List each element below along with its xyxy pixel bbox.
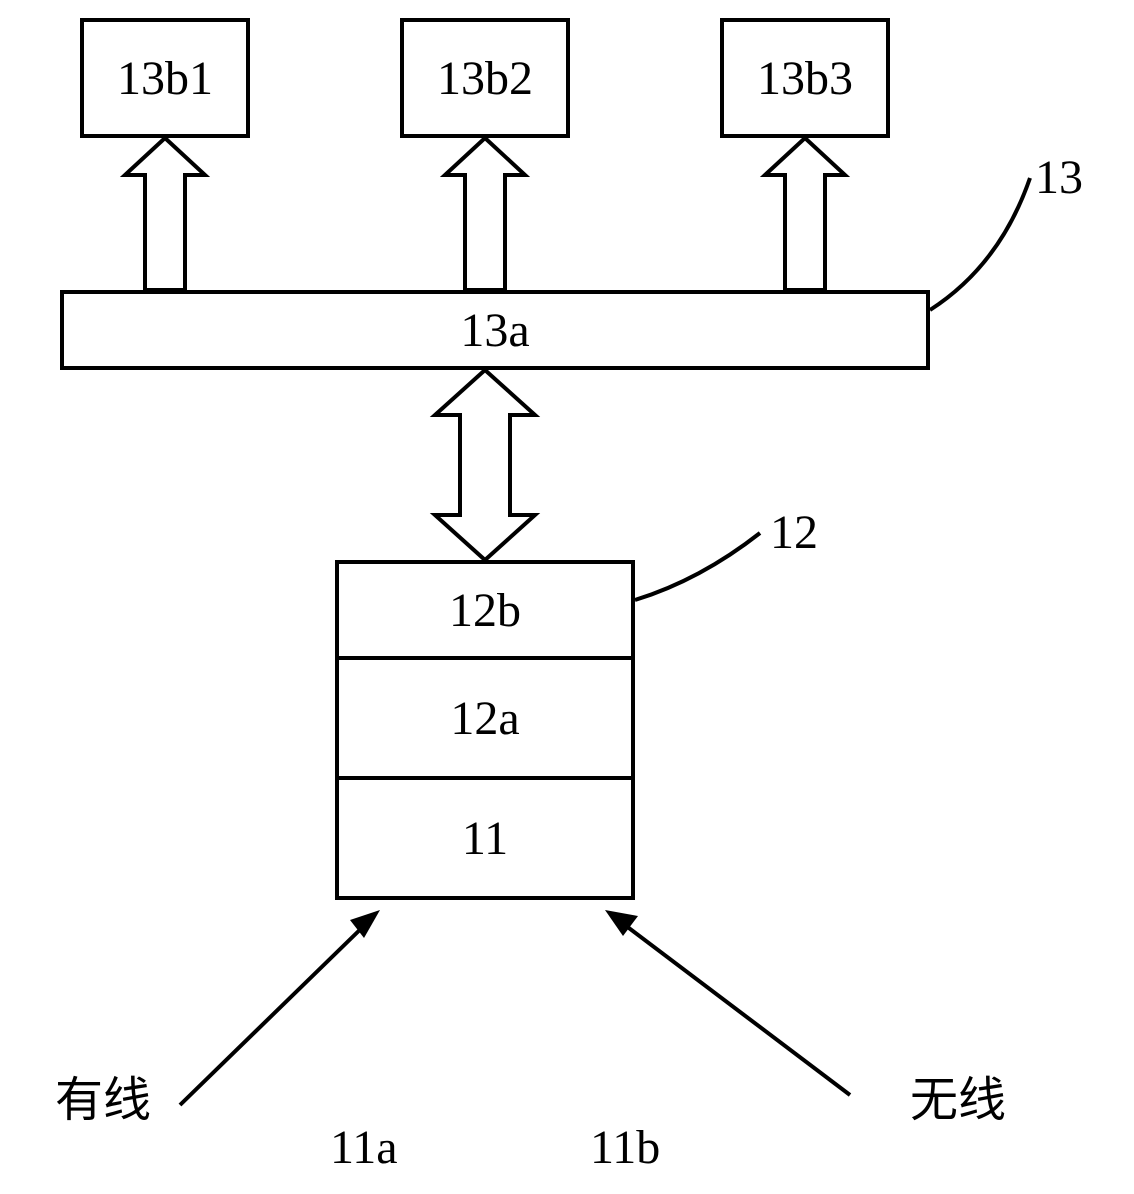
leader-13-icon [930,178,1030,310]
diagram-canvas: 13b1 13b2 13b3 13a 12b 12a 11 有线 无线 11a … [0,0,1134,1194]
node-11: 11 [335,776,635,900]
node-13a: 13a [60,290,930,370]
arrow-up-1-icon [125,138,205,290]
arrow-up-2-icon [445,138,525,290]
wired-label: 有线 [55,1060,151,1130]
node-13b1-label: 13b1 [117,51,213,106]
node-13b1: 13b1 [80,18,250,138]
node-13a-label: 13a [460,303,529,358]
leader-12-icon [635,533,760,600]
node-11-label: 11 [462,811,508,866]
label-11a: 11a [330,1120,398,1175]
arrow-wireless-icon [605,910,850,1095]
node-12a: 12a [335,656,635,780]
node-13b2: 13b2 [400,18,570,138]
arrow-wired-icon [180,910,380,1105]
node-13b3: 13b3 [720,18,890,138]
arrow-up-3-icon [765,138,845,290]
leader-13-label: 13 [1035,150,1083,205]
node-12a-label: 12a [450,691,519,746]
arrow-double-icon [435,370,535,560]
leader-12-label: 12 [770,505,818,560]
node-13b2-label: 13b2 [437,51,533,106]
wireless-label: 无线 [910,1060,1006,1130]
label-11b: 11b [590,1120,660,1175]
node-12b: 12b [335,560,635,660]
node-13b3-label: 13b3 [757,51,853,106]
node-12b-label: 12b [449,583,521,638]
